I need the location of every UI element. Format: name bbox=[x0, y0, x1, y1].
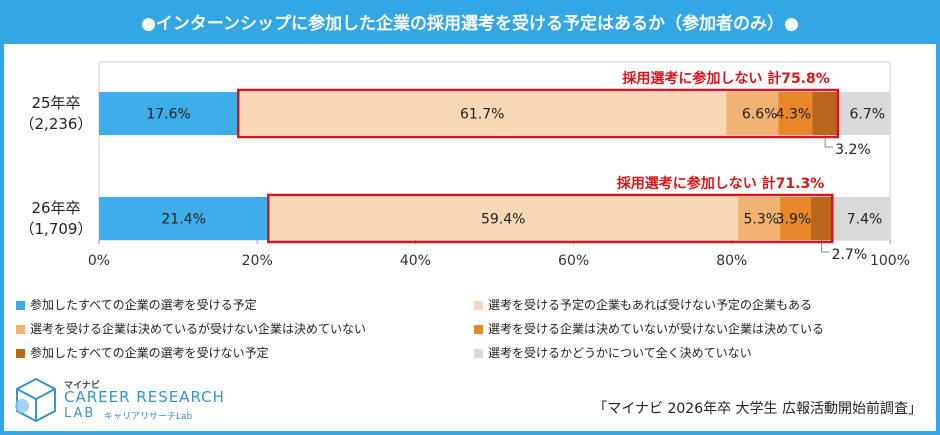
data-label: 21.4% bbox=[161, 212, 205, 228]
highlight-box bbox=[236, 88, 840, 139]
data-label: 5.3% bbox=[743, 212, 779, 228]
leader-line bbox=[821, 240, 830, 253]
data-label: 4.3% bbox=[776, 107, 812, 123]
career-research-lab-logo: マイナビ CAREER RESEARCH LAB キャリアリサーチLab bbox=[12, 376, 242, 426]
data-label: 2.7% bbox=[832, 247, 868, 263]
category-sample-size: （1,709） bbox=[20, 220, 93, 238]
legend-item: 選考を受ける予定の企業もあれば受けない予定の企業もある bbox=[474, 296, 812, 313]
logo-career-research-text: CAREER RESEARCH bbox=[64, 388, 225, 406]
legend-label: 選考を受ける企業は決めていないが受けない企業は決めている bbox=[488, 322, 825, 336]
legend-swatch bbox=[16, 349, 25, 358]
legend-item: 参加したすべての企業の選考を受ける予定 bbox=[16, 296, 257, 313]
data-label: 7.4% bbox=[847, 212, 883, 228]
bar-segment bbox=[268, 197, 739, 240]
leader-line bbox=[824, 135, 834, 148]
x-tick-label: 20% bbox=[242, 253, 273, 269]
x-tick-label: 0% bbox=[88, 253, 110, 269]
legend-item: 参加したすべての企業の選考を受けない予定 bbox=[16, 344, 269, 361]
category-sample-size: （2,236） bbox=[20, 115, 93, 133]
legend-label: 参加したすべての企業の選考を受ける予定 bbox=[30, 298, 257, 312]
category-label: 26年卒 bbox=[31, 199, 80, 217]
bar-segment bbox=[810, 197, 833, 240]
data-label: 59.4% bbox=[481, 212, 525, 228]
category-label: 25年卒 bbox=[31, 94, 80, 112]
data-label: 61.7% bbox=[460, 107, 504, 123]
bar-segment bbox=[238, 92, 727, 135]
data-label: 6.7% bbox=[850, 107, 886, 123]
x-tick-label: 100% bbox=[870, 253, 910, 269]
legend-label: 参加したすべての企業の選考を受けない予定 bbox=[30, 346, 269, 360]
legend-item: 選考を受ける企業は決めていないが受けない企業は決めている bbox=[474, 320, 824, 337]
legend-label: 選考を受けるかどうかについて全く決めていない bbox=[488, 346, 752, 360]
highlight-box bbox=[267, 193, 834, 244]
highlight-annotation: 採用選考に参加しない 計71.3% bbox=[617, 175, 824, 192]
legend-label: 選考を受ける予定の企業もあれば受けない予定の企業もある bbox=[488, 298, 813, 312]
logo-mynavi-text: マイナビ bbox=[64, 381, 100, 391]
bar-segment bbox=[99, 197, 269, 240]
bar-segment bbox=[832, 197, 891, 240]
data-label: 3.2% bbox=[835, 142, 871, 158]
x-tick-label: 60% bbox=[558, 253, 589, 269]
stacked-bar-chart: 0% 20% 40% 60% 80% 100% 25年卒 （2,236） 17.6% 61.7% 6… bbox=[20, 61, 910, 269]
data-label: 6.6% bbox=[742, 107, 778, 123]
legend-swatch bbox=[474, 325, 483, 334]
x-tick-label: 40% bbox=[400, 253, 431, 269]
legend-swatch bbox=[474, 349, 483, 358]
logo-lab-text: LAB bbox=[64, 406, 96, 421]
x-tick-label: 80% bbox=[716, 253, 747, 269]
legend-label: 選考を受ける企業は決めているが受けない企業は決めていない bbox=[30, 322, 367, 336]
bar-segment bbox=[99, 92, 239, 135]
bar-segment bbox=[780, 197, 811, 240]
bar-segment bbox=[837, 92, 891, 135]
data-label: 17.6% bbox=[146, 107, 190, 123]
bar-segment bbox=[726, 92, 779, 135]
legend-swatch bbox=[16, 301, 25, 310]
bar-segment bbox=[738, 197, 781, 240]
logo-sub-text: キャリアリサーチLab bbox=[104, 412, 193, 422]
cube-logo-icon bbox=[15, 377, 56, 423]
data-label: 3.9% bbox=[776, 212, 812, 228]
bar-segment bbox=[812, 92, 838, 135]
legend-swatch bbox=[474, 301, 483, 310]
legend-swatch bbox=[16, 325, 25, 334]
highlight-annotation: 採用選考に参加しない 計75.8% bbox=[622, 70, 829, 87]
legend-item: 選考を受ける企業は決めているが受けない企業は決めていない bbox=[16, 320, 366, 337]
source-note: 「マイナビ 2026年卒 大学生 広報活動開始前調査」 bbox=[593, 401, 922, 417]
chart-title: ●インターンシップに参加した企業の採用選考を受ける予定はあるか（参加者のみ）● bbox=[4, 4, 936, 44]
bar-segment bbox=[778, 92, 813, 135]
legend-item: 選考を受けるかどうかについて全く決めていない bbox=[474, 344, 752, 361]
